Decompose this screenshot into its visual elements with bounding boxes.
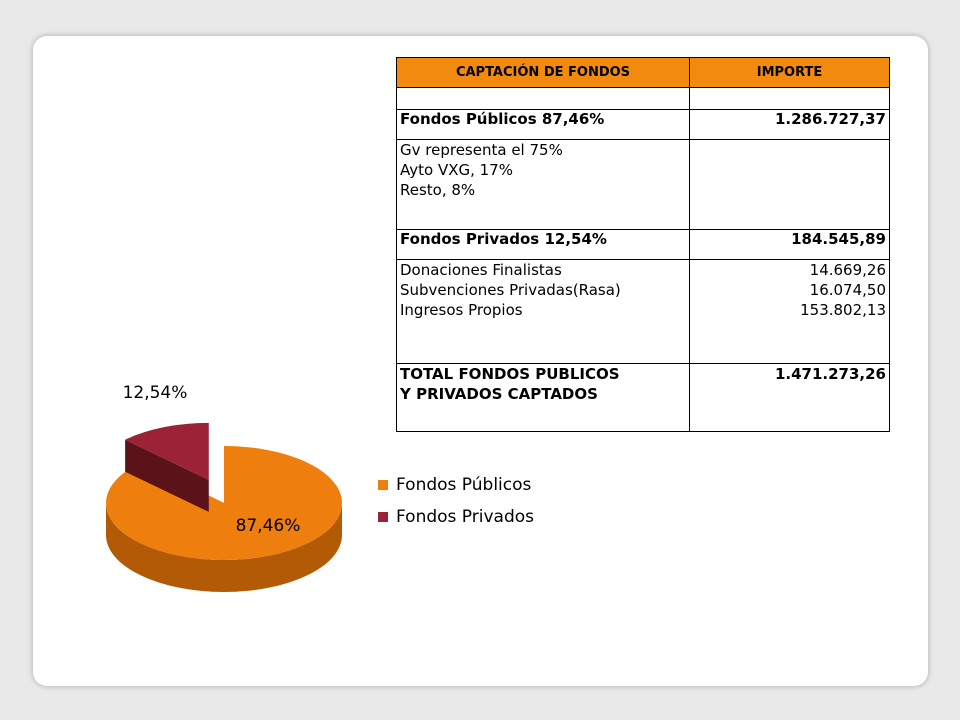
table-row-privados-breakdown: Donaciones Finalistas Subvenciones Priva… — [396, 259, 890, 364]
pie-cut-fondos-privados-0 — [125, 439, 209, 512]
total-label-line-1: TOTAL FONDOS PUBLICOS — [400, 365, 620, 383]
total-label: TOTAL FONDOS PUBLICOS Y PRIVADOS CAPTADO… — [396, 363, 690, 432]
pie-slice-fondos-privados — [125, 422, 209, 480]
fondos-publicos-label: Fondos Públicos 87,46% — [396, 109, 690, 140]
total-label-line-2: Y PRIVADOS CAPTADOS — [400, 385, 598, 403]
publicos-breakdown-value-cell — [689, 139, 890, 230]
legend-swatch-fondos-publicos — [378, 480, 388, 490]
breakdown-line-ayto: Ayto VXG, 17% — [400, 161, 513, 179]
data-label-fondos-privados: 12,54% — [123, 383, 188, 403]
table-header-row: CAPTACIÓN DE FONDOS IMPORTE — [396, 57, 890, 88]
breakdown-line-ingresos: Ingresos Propios — [400, 301, 523, 319]
header-captacion: CAPTACIÓN DE FONDOS — [396, 57, 690, 88]
breakdown-line-donaciones: Donaciones Finalistas — [400, 261, 562, 279]
legend-label-fondos-privados: Fondos Privados — [396, 507, 534, 527]
privados-breakdown-values: 14.669,26 16.074,50 153.802,13 — [689, 259, 890, 364]
legend-item-fondos-privados: Fondos Privados — [378, 507, 534, 527]
breakdown-line-subvenciones: Subvenciones Privadas(Rasa) — [400, 281, 621, 299]
value-ingresos: 153.802,13 — [800, 301, 886, 319]
breakdown-line-gv: Gv representa el 75% — [400, 141, 563, 159]
table-row-fondos-publicos: Fondos Públicos 87,46% 1.286.727,37 — [396, 109, 890, 140]
legend-item-fondos-publicos: Fondos Públicos — [378, 475, 531, 495]
breakdown-line-resto: Resto, 8% — [400, 181, 476, 199]
publicos-breakdown-cell: Gv representa el 75% Ayto VXG, 17% Resto… — [396, 139, 690, 230]
data-label-fondos-publicos: 87,46% — [236, 516, 301, 536]
privados-breakdown-cell: Donaciones Finalistas Subvenciones Priva… — [396, 259, 690, 364]
pie-slice-fondos-p-blicos — [105, 446, 342, 560]
pie-side-fondos-p-blicos — [106, 503, 342, 592]
legend-label-fondos-publicos: Fondos Públicos — [396, 475, 532, 495]
header-importe: IMPORTE — [689, 57, 890, 88]
total-value: 1.471.273,26 — [689, 363, 890, 432]
fondos-privados-label: Fondos Privados 12,54% — [396, 229, 690, 260]
value-subvenciones: 16.074,50 — [809, 281, 886, 299]
table-row-total: TOTAL FONDOS PUBLICOS Y PRIVADOS CAPTADO… — [396, 363, 890, 432]
fondos-publicos-value: 1.286.727,37 — [689, 109, 890, 140]
legend-swatch-fondos-privados — [378, 512, 388, 522]
table-row-fondos-privados: Fondos Privados 12,54% 184.545,89 — [396, 229, 890, 260]
funds-table: CAPTACIÓN DE FONDOS IMPORTE Fondos Públi… — [396, 57, 890, 432]
value-donaciones: 14.669,26 — [809, 261, 886, 279]
table-row-publicos-breakdown: Gv representa el 75% Ayto VXG, 17% Resto… — [396, 139, 890, 230]
